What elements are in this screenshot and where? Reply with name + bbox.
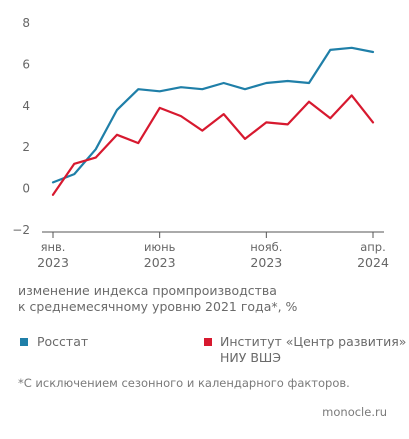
x-tick-year-label: 2023	[37, 255, 69, 270]
chart-caption-line-2: к среднемесячному уровню 2021 года*, %	[18, 299, 298, 314]
x-tick-year-label: 2023	[250, 255, 282, 270]
y-tick-label: 0	[22, 182, 30, 196]
x-tick-year-label: 2024	[357, 255, 389, 270]
y-tick-label: 8	[22, 16, 30, 30]
x-tick-month-label: апр.	[360, 240, 386, 254]
y-axis-ticks: −2 0 2 4 6 8	[12, 16, 30, 237]
legend-swatch-hse	[204, 338, 212, 346]
x-tick-month-label: нояб.	[250, 240, 282, 254]
series-lines	[51, 46, 375, 196]
legend-label-hse-line-1: Институт «Центр развития»	[220, 334, 407, 349]
y-tick-label: 2	[22, 140, 30, 154]
y-tick-label: 6	[22, 57, 30, 71]
chart-caption-line-1: изменение индекса промпроизводства	[18, 283, 277, 298]
y-tick-label: −2	[12, 223, 30, 237]
footnote: *С исключением сезонного и календарного …	[18, 376, 350, 390]
x-tick-month-label: янв.	[41, 240, 66, 254]
legend-label-hse-line-2: НИУ ВШЭ	[220, 350, 282, 365]
series-line-rosstat	[51, 46, 375, 184]
brand-label: monocle.ru	[322, 405, 387, 419]
series-line-hse	[51, 94, 375, 196]
x-tick-year-label: 2023	[144, 255, 176, 270]
x-tick-month-label: июнь	[144, 240, 176, 254]
legend-swatch-rosstat	[20, 338, 28, 346]
y-tick-label: 4	[22, 99, 30, 113]
legend-label-rosstat: Росстат	[37, 334, 89, 349]
